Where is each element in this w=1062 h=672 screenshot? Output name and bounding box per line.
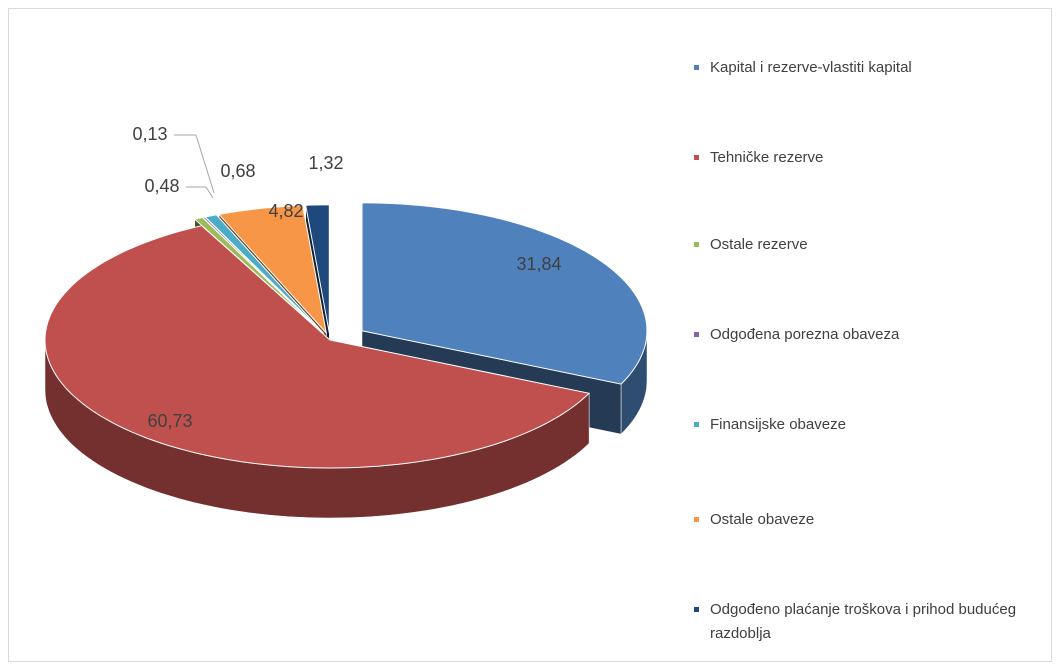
- data-label: 4,82: [268, 201, 303, 221]
- legend-item: Kapital i rezerve-vlastiti kapital: [694, 56, 1039, 80]
- legend-swatch: [694, 517, 699, 522]
- legend-item: Ostale obaveze: [694, 508, 1039, 532]
- data-label: 31,84: [516, 254, 561, 274]
- legend-label: Tehničke rezerve: [710, 149, 824, 166]
- slice: [361, 202, 648, 385]
- legend-item: Odgođena porezna obaveza: [694, 323, 1039, 347]
- legend-label: Ostale rezerve: [710, 236, 808, 253]
- legend-swatch: [694, 155, 699, 160]
- legend-label: Odgođena porezna obaveza: [710, 326, 900, 343]
- legend-label: Kapital i rezerve-vlastiti kapital: [710, 59, 912, 76]
- legend-item: Odgođeno plaćanje troškova i prihod budu…: [694, 598, 1039, 646]
- slice: [44, 225, 591, 469]
- data-label: 1,32: [308, 153, 343, 173]
- legend-item: Ostale rezerve: [694, 233, 1039, 257]
- chart-frame: [8, 8, 1052, 662]
- slice: [218, 204, 328, 335]
- data-label: 0,13: [132, 124, 167, 144]
- legend-swatch: [694, 332, 699, 337]
- legend-item: Finansijske obaveze: [694, 413, 1039, 437]
- data-label: 60,73: [147, 411, 192, 431]
- legend-swatch: [694, 242, 699, 247]
- slice: [305, 204, 330, 333]
- legend-swatch: [694, 607, 699, 612]
- data-label: 0,48: [144, 176, 179, 196]
- legend-label: Ostale obaveze: [710, 511, 815, 528]
- data-label: 0,68: [220, 161, 255, 181]
- leader-line: [174, 134, 215, 194]
- slice: [204, 214, 325, 334]
- legend-item: Tehničke rezerve: [694, 146, 1039, 170]
- leader-line: [186, 186, 214, 199]
- legend-swatch: [694, 422, 699, 427]
- legend-label: Odgođeno plaćanje troškova i prihod budu…: [710, 601, 1017, 642]
- legend-swatch: [694, 65, 699, 70]
- legend-label: Finansijske obaveze: [710, 416, 846, 433]
